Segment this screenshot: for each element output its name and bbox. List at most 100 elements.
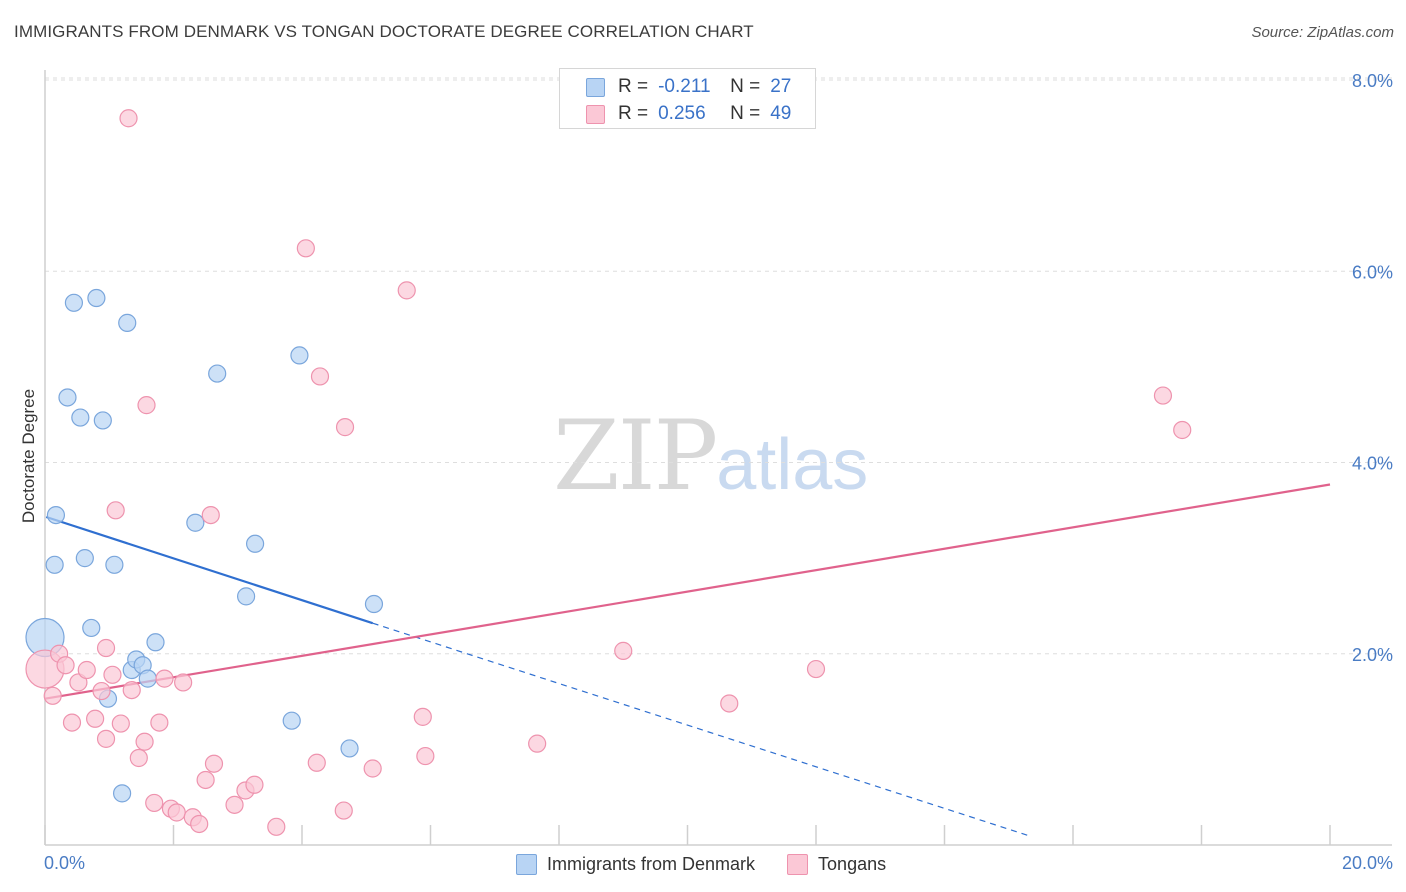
point-tongans: [86, 709, 105, 728]
point-tongans: [334, 801, 353, 820]
point-tongans: [43, 686, 62, 705]
point-tongans: [122, 680, 141, 700]
legend-item-denmark[interactable]: Immigrants from Denmark: [516, 853, 756, 875]
point-denmark: [340, 739, 359, 758]
point-denmark: [237, 587, 256, 606]
legend-swatch-denmark: [516, 853, 537, 875]
point-tongans: [174, 673, 193, 692]
point-denmark: [290, 346, 309, 365]
point-tongans: [196, 770, 215, 790]
point-tongans: [335, 418, 355, 437]
point-denmark: [112, 784, 132, 803]
point-denmark: [45, 555, 64, 574]
point-tongans: [267, 817, 286, 836]
legend-n-label: N =: [730, 103, 761, 124]
point-tongans: [225, 795, 244, 814]
point-tongans: [111, 714, 130, 733]
trend-line-denmark: [45, 515, 374, 625]
point-tongans: [310, 367, 330, 386]
point-tongans: [720, 694, 739, 713]
series-legend: Immigrants from Denmark Tongans: [516, 852, 918, 876]
point-denmark: [87, 288, 106, 308]
point-tongans: [1153, 386, 1173, 405]
point-tongans: [190, 814, 209, 834]
point-denmark: [71, 408, 90, 427]
point-tongans: [614, 641, 633, 660]
watermark-zip: ZIP: [553, 400, 718, 512]
y-tick-label: 6.0%: [1352, 262, 1393, 282]
y-tick-label: 2.0%: [1352, 645, 1393, 665]
point-tongans: [416, 746, 435, 766]
legend-r-label: R =: [618, 76, 649, 97]
point-denmark: [118, 313, 137, 332]
point-tongans: [62, 713, 82, 732]
trend-lines: [44, 483, 1331, 837]
point-denmark: [75, 549, 94, 568]
point-denmark: [82, 618, 101, 638]
point-tongans: [155, 669, 174, 688]
watermark: ZIPatlas: [553, 400, 868, 512]
point-tongans: [150, 713, 169, 732]
point-tongans: [1173, 420, 1192, 440]
point-tongans: [204, 754, 224, 773]
gridlines: [45, 77, 1392, 655]
legend-r-label: R =: [618, 103, 649, 124]
point-denmark: [46, 505, 66, 525]
data-points: [25, 109, 1192, 836]
legend-label-tongans: Tongans: [818, 853, 887, 874]
legend-swatch-tongans: [586, 104, 605, 124]
point-tongans: [96, 729, 116, 748]
point-tongans: [528, 734, 547, 753]
legend-row-tongans: R = 0.256 N = 49: [586, 102, 791, 126]
x-tick-label: 20.0%: [1342, 853, 1393, 873]
point-tongans: [135, 732, 154, 751]
y-axis-label: Doctorate Degree: [19, 389, 38, 523]
trend-line-denmark-extension: [372, 622, 1029, 837]
point-tongans: [69, 673, 88, 692]
point-tongans: [413, 707, 432, 726]
point-tongans: [137, 396, 156, 415]
point-tongans: [119, 109, 138, 128]
point-tongans: [92, 681, 111, 701]
legend-n-label: N =: [730, 76, 761, 97]
legend-swatch-denmark: [586, 77, 605, 97]
legend-n-value: 49: [770, 103, 792, 124]
legend-r-value: -0.211: [658, 76, 711, 97]
legend-item-tongans[interactable]: Tongans: [787, 853, 887, 875]
point-tongans: [397, 281, 416, 300]
point-tongans: [129, 748, 148, 768]
chart-title: IMMIGRANTS FROM DENMARK VS TONGAN DOCTOR…: [14, 22, 754, 41]
point-denmark: [146, 633, 165, 652]
legend-row-denmark: R = -0.211 N = 27: [586, 75, 791, 99]
point-tongans: [96, 638, 116, 658]
point-denmark: [186, 513, 205, 532]
point-tongans: [307, 753, 326, 772]
point-denmark: [105, 555, 124, 574]
point-denmark: [245, 534, 265, 553]
y-tick-label: 8.0%: [1352, 71, 1393, 91]
point-denmark: [364, 594, 384, 614]
point-tongans: [201, 505, 220, 525]
legend-r-value: 0.256: [658, 103, 706, 124]
source-label: Source: ZipAtlas.com: [1251, 24, 1394, 41]
point-tongans: [103, 665, 122, 684]
legend-n-value: 27: [770, 76, 792, 97]
point-tongans: [56, 656, 75, 675]
point-tongans: [167, 803, 186, 822]
x-tick-label: 0.0%: [44, 853, 85, 873]
point-tongans: [806, 659, 826, 679]
point-denmark: [208, 364, 227, 383]
point-denmark: [64, 293, 84, 312]
point-denmark: [138, 669, 157, 688]
point-tongans: [363, 759, 382, 778]
point-tongans: [245, 775, 264, 794]
legend-swatch-tongans: [787, 853, 809, 875]
y-tick-label: 4.0%: [1352, 454, 1393, 474]
point-denmark: [58, 388, 77, 407]
point-denmark: [93, 411, 112, 430]
point-denmark: [282, 711, 301, 730]
tick-labels: 2.0% 4.0% 6.0% 8.0% 0.0% 20.0%: [44, 71, 1393, 873]
point-tongans: [145, 793, 164, 813]
point-tongans: [296, 239, 315, 258]
legend-label-denmark: Immigrants from Denmark: [547, 853, 756, 874]
